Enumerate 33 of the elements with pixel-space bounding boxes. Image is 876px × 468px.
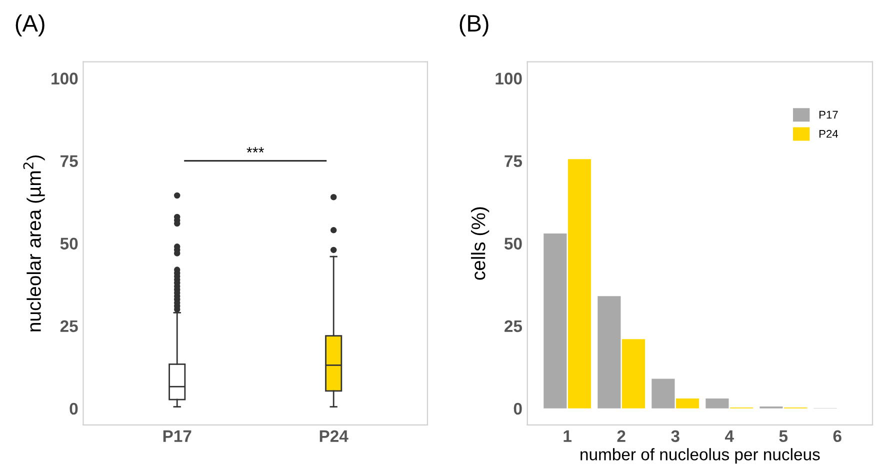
y-tick-label: 75 [60,155,78,168]
y-axis-title: nucleolar area (µm$^{2}$) [23,155,45,332]
bar [622,339,646,408]
x-tick-label: 1 [564,430,572,442]
x-tick-label: P24 [320,430,348,442]
bar [544,233,567,408]
x-tick-label: 5 [779,430,788,442]
y-tick-label: 100 [496,72,522,84]
annotation: *** [246,147,264,153]
chart-title: (A) [16,14,44,36]
x-tick-label: 6 [833,430,842,442]
bar [652,378,675,408]
bar [706,398,729,408]
y-tick-label: 25 [504,320,522,332]
legend-label: P17 [819,110,838,119]
y-tick-label: 25 [60,320,78,332]
y-tick-label: 75 [504,155,522,168]
y-tick-label: 0 [70,402,78,415]
x-axis-title: number of nucleolus per nucleus [580,448,820,464]
y-tick-label: 50 [60,238,78,250]
y-axis-title: cells (%) [471,207,490,280]
x-tick-label: P17 [163,430,192,442]
x-tick-label: 3 [671,430,680,442]
bar [676,398,700,408]
bar [568,159,592,408]
bar [598,296,621,408]
legend-label: P24 [819,130,838,138]
x-tick-label: 4 [724,430,734,442]
x-tick-label: 2 [617,430,626,442]
chart-title: (B) [460,14,488,36]
y-tick-label: 50 [504,238,522,250]
y-tick-label: 100 [52,72,78,84]
y-tick-label: 0 [514,402,522,415]
